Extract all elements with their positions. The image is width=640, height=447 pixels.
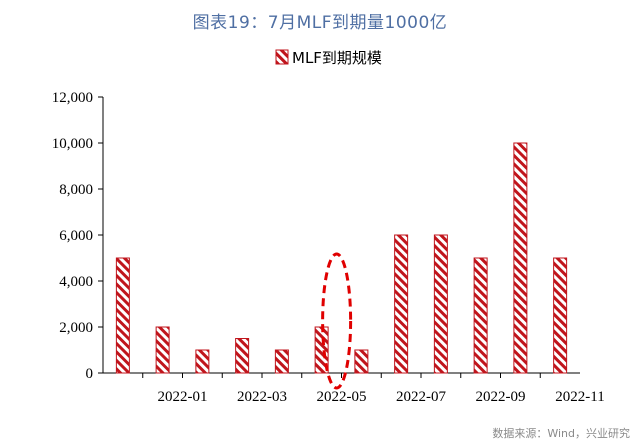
- y-tick-label: 0: [86, 366, 94, 382]
- source-note: 数据来源：Wind，兴业研究: [492, 427, 630, 440]
- tick-labels: 0 2,000 4,000 6,000 8,000 10,000 12,000 2022-01…: [52, 90, 605, 405]
- x-tick-label: 2022-05: [317, 389, 367, 405]
- y-tick-label: 12,000: [52, 90, 93, 106]
- bar-2022-11: [553, 257, 568, 374]
- bar-2021-12: [115, 257, 130, 374]
- x-tick-label: 2022-01: [158, 389, 208, 405]
- bar-2022-07: [394, 234, 409, 374]
- bar-2022-03: [235, 338, 250, 374]
- y-tick-label: 4,000: [59, 274, 93, 290]
- highlight: [321, 252, 353, 390]
- legend-label: MLF到期规模: [292, 49, 382, 67]
- bar-2022-01: [155, 326, 170, 374]
- y-tick-label: 6,000: [59, 228, 93, 244]
- x-tick-label: 2022-03: [237, 389, 287, 405]
- bar-2022-06: [354, 349, 369, 374]
- x-tick-label: 2022-07: [396, 389, 446, 405]
- chart-title: 图表19：7月MLF到期量1000亿: [192, 13, 448, 33]
- x-tick-label: 2022-09: [476, 389, 526, 405]
- highlight-ellipse: [321, 252, 353, 390]
- bar-2022-02: [195, 349, 210, 374]
- bars: [115, 142, 568, 374]
- y-tick-label: 2,000: [59, 320, 93, 336]
- axes: [98, 96, 580, 378]
- y-tick-label: 10,000: [52, 136, 93, 152]
- bar-2022-10: [513, 142, 528, 374]
- legend: MLF到期规模: [275, 49, 382, 67]
- y-tick-label: 8,000: [59, 182, 93, 198]
- x-tick-label: 2022-11: [555, 389, 604, 405]
- bar-2022-04: [274, 349, 289, 374]
- legend-swatch: [275, 49, 289, 65]
- bar-2022-09: [473, 257, 488, 374]
- bar-2022-08: [433, 234, 448, 374]
